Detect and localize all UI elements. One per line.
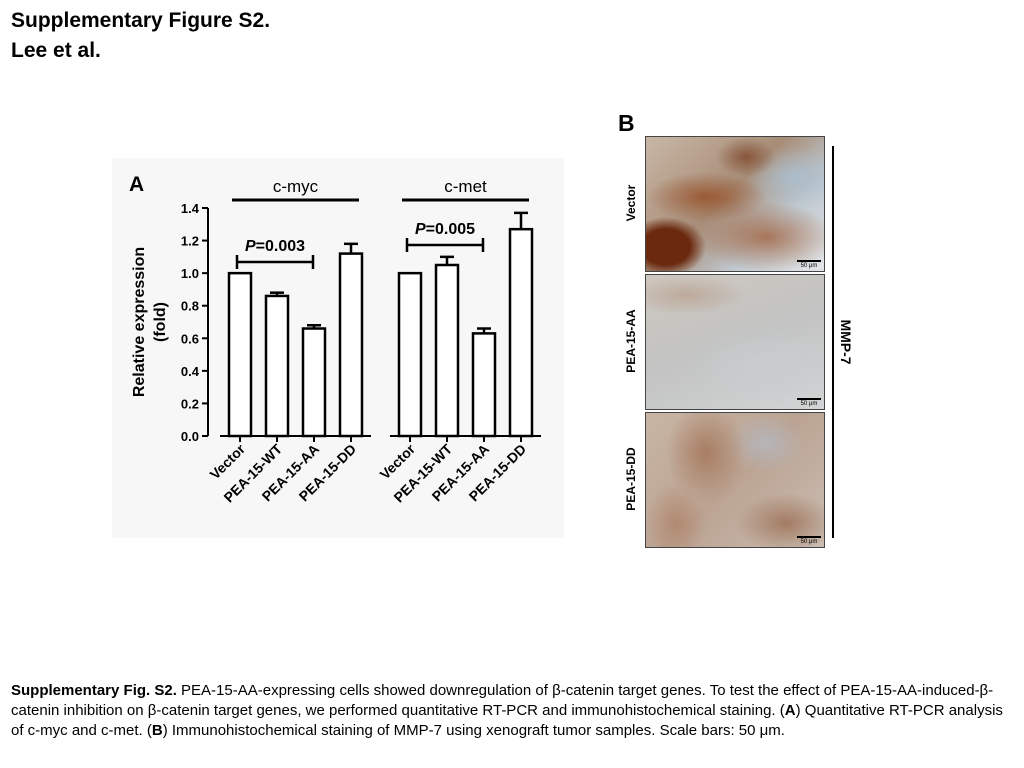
panel-a-letter: A — [129, 173, 144, 196]
bar — [397, 271, 423, 438]
y-tick-label: 1.4 — [181, 201, 200, 216]
bar — [434, 263, 460, 438]
bar — [301, 327, 327, 438]
scale-bar-label: 50 μm — [800, 263, 818, 269]
ihc-image-vector: 50 μm — [645, 136, 825, 272]
bar — [508, 227, 534, 438]
pvalue-label: P=0.005 — [415, 221, 475, 238]
caption-text-3: ) Immunohistochemical staining of MMP-7 … — [162, 722, 785, 739]
pvalue-label: P=0.003 — [245, 238, 305, 255]
panel-b-letter: B — [618, 110, 635, 136]
caption-a: A — [784, 702, 796, 719]
caption-b: B — [151, 722, 163, 739]
bar — [227, 271, 253, 438]
caption-text-1: PEA-15-AA-expressing cells showed downre… — [11, 682, 994, 719]
y-tick-label: 0.2 — [181, 396, 199, 411]
scale-bar-label: 50 μm — [800, 401, 818, 407]
figure-caption: Supplementary Fig. S2. PEA-15-AA-express… — [11, 681, 1015, 741]
mmp7-label: MMP-7 — [838, 319, 854, 365]
scale-bar: 50 μm — [797, 536, 821, 545]
pvalue-text: =0.005 — [426, 221, 475, 238]
bar — [264, 294, 290, 438]
y-tick-label: 0.6 — [181, 331, 199, 346]
bar — [471, 332, 497, 438]
caption-text-2: ) Quantitative RT-PCR analysis of c-myc … — [11, 702, 1003, 739]
pvalue-symbol: P — [415, 221, 426, 238]
row-label-pea15-dd: PEA-15-DD — [624, 447, 638, 511]
y-tick-label: 0.8 — [181, 299, 199, 314]
scale-bar-label: 50 μm — [800, 539, 818, 545]
ihc-image-pea15-dd: 50 μm — [645, 412, 825, 548]
row-label-vector: Vector — [624, 184, 638, 222]
y-tick-label: 1.0 — [181, 266, 199, 281]
scale-bar: 50 μm — [797, 398, 821, 407]
pvalue-text: =0.003 — [256, 238, 305, 255]
figure-title: Supplementary Figure S2. Lee et al. — [11, 6, 270, 66]
y-tick-label: 0.4 — [181, 364, 200, 379]
group-label: c-met — [444, 177, 487, 196]
scale-bar: 50 μm — [797, 260, 821, 269]
figure-title-line2: Lee et al. — [11, 39, 101, 62]
group-label: c-myc — [273, 177, 319, 196]
y-tick-label: 1.2 — [181, 234, 199, 249]
row-label-pea15-aa: PEA-15-AA — [624, 309, 638, 373]
figure-title-line1: Supplementary Figure S2. — [11, 9, 271, 32]
y-axis-label-line2: (fold) — [152, 302, 169, 342]
y-tick-label: 0.0 — [181, 429, 199, 444]
pvalue-symbol: P — [245, 238, 256, 255]
ihc-image-pea15-aa: 50 μm — [645, 274, 825, 410]
bar — [338, 252, 364, 438]
caption-lead: Supplementary Fig. S2. — [11, 682, 177, 699]
y-axis-label-line1: Relative expression — [131, 247, 148, 397]
mmp7-bracket-line — [832, 146, 834, 538]
